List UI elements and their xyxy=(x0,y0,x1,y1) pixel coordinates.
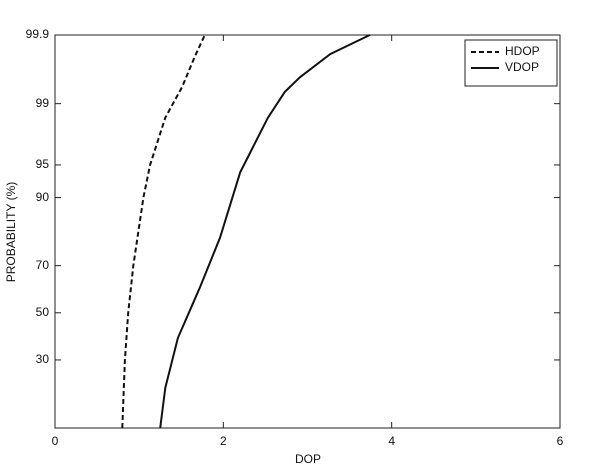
y-tick-label: 50 xyxy=(36,305,50,319)
x-tick-label: 2 xyxy=(220,434,227,448)
legend-label: VDOP xyxy=(505,60,539,74)
x-tick-label: 4 xyxy=(388,434,395,448)
data-line xyxy=(159,34,371,429)
x-tick-label: 0 xyxy=(52,434,59,448)
y-tick-label: 90 xyxy=(36,190,50,204)
y-tick-label: 30 xyxy=(36,352,50,366)
y-tick-label: 99.9 xyxy=(26,27,50,41)
y-axis-label: PROBABILITY (%) xyxy=(4,182,18,282)
x-axis-label: DOP xyxy=(295,452,321,466)
legend-label: HDOP xyxy=(505,44,540,58)
y-tick-label: 70 xyxy=(36,258,50,272)
y-tick-label: 99 xyxy=(36,96,50,110)
x-tick-label: 6 xyxy=(557,434,564,448)
plot-frame xyxy=(54,34,561,429)
y-tick-label: 95 xyxy=(36,157,50,171)
data-line xyxy=(121,34,206,429)
legend-box xyxy=(464,39,558,87)
